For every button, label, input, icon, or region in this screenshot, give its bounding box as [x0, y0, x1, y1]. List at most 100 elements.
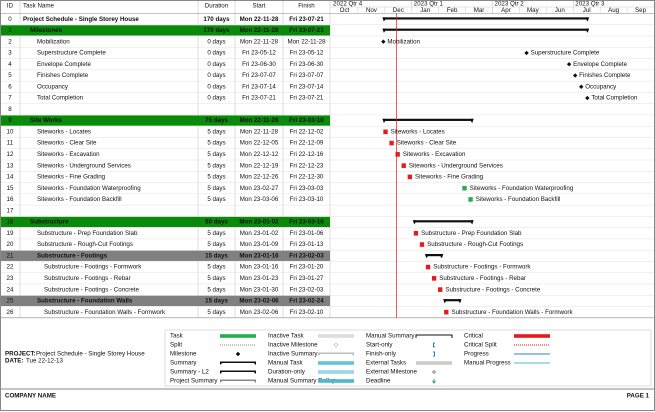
- legend-label: Deadline: [366, 378, 391, 385]
- summary-bar: [383, 28, 589, 31]
- bar-label: Substructure - Rough-Cut Footings: [427, 241, 523, 248]
- task-bar: [431, 276, 437, 281]
- cell-finish: Fri 23-03-03: [290, 185, 324, 192]
- cell-finish: Fri 22-12-16: [290, 151, 324, 158]
- quarter-label: 2023 Qtr 3: [575, 0, 605, 7]
- cell-finish: Fri 23-02-24: [289, 298, 324, 305]
- summary-cap: [412, 220, 416, 225]
- legend-symbol: [431, 369, 437, 375]
- cell-name: Mobilization: [37, 38, 70, 45]
- bar-label: Total Completion: [591, 95, 638, 102]
- summary-bar: [425, 254, 443, 257]
- summary-cap: [470, 220, 474, 225]
- cell-duration: 5 days: [207, 185, 225, 192]
- cell-duration: 0 days: [207, 95, 225, 102]
- legend-label: Manual Summary: [366, 333, 415, 340]
- cell-id: 22: [7, 264, 14, 271]
- summary-cap: [382, 17, 386, 22]
- legend-symbol: [318, 361, 354, 365]
- cell-duration: 5 days: [207, 286, 225, 293]
- cell-duration: 15 days: [205, 252, 228, 259]
- cell-start: Mon 22-11-28: [240, 128, 279, 135]
- cell-duration: 5 days: [207, 162, 225, 169]
- bar-label: Envelope Complete: [573, 61, 628, 68]
- cell-finish: Fri 23-02-03: [290, 286, 324, 293]
- column-header: Task Name: [23, 3, 55, 10]
- cell-id: 17: [7, 207, 14, 214]
- cell-id: 7: [8, 95, 12, 102]
- cell-finish: Fri 22-12-02: [290, 128, 324, 135]
- cell-name: Milestones: [30, 27, 63, 34]
- cell-start: Mon 23-01-16: [239, 252, 279, 259]
- column-header: ID: [7, 3, 14, 10]
- milestone: [579, 84, 584, 89]
- cell-id: 5: [8, 72, 12, 79]
- legend-symbol: [433, 342, 435, 348]
- cell-duration: 5 days: [207, 241, 225, 248]
- bar-label: Mobilization: [387, 38, 420, 45]
- cell-name: Substructure - Foundation Walls - Formwo…: [44, 309, 166, 316]
- cell-id: 25: [7, 298, 14, 305]
- summary-cap: [382, 118, 386, 123]
- cell-start: Fri 23-07-07: [242, 72, 276, 79]
- company-name: COMPANY NAME: [5, 393, 56, 400]
- legend-label: Split: [170, 342, 182, 349]
- cell-finish: Fri 23-02-10: [290, 309, 324, 316]
- cell-duration: 5 days: [207, 230, 225, 237]
- task-bar: [468, 197, 473, 202]
- cell-start: Mon 23-01-23: [240, 275, 279, 282]
- summary-cap: [443, 299, 447, 304]
- legend-box: [164, 329, 652, 387]
- cell-start: Fri 23-05-12: [242, 50, 276, 57]
- cell-name: Total Completion: [37, 95, 84, 102]
- milestone: [585, 95, 590, 101]
- header-bg: [1, 1, 654, 14]
- row-band: [1, 216, 330, 228]
- month-label: Jun: [555, 7, 566, 14]
- cell-start: Mon 23-03-06: [240, 196, 279, 203]
- bar-label: Siteworks - Clear Site: [397, 140, 457, 147]
- legend-label: Inactive Task: [268, 333, 305, 340]
- task-bar: [462, 185, 467, 191]
- task-bar: [407, 174, 412, 180]
- month-label: Jul: [583, 7, 591, 14]
- cell-id: 18: [7, 219, 14, 226]
- cell-name: Siteworks - Underground Services: [37, 162, 131, 169]
- legend-symbol: [415, 334, 453, 338]
- cell-start: Mon 22-11-28: [240, 38, 279, 45]
- row-band: [1, 115, 330, 126]
- column-header: Duration: [205, 3, 229, 10]
- quarter-label: 2023 Qtr 2: [495, 0, 525, 7]
- column-header: Finish: [298, 3, 315, 10]
- month-label: Sep: [635, 7, 647, 14]
- cell-duration: 15 days: [205, 298, 228, 305]
- cell-start: Fri 23-06-30: [242, 61, 276, 68]
- summary-bar: [383, 17, 589, 20]
- cell-id: 16: [7, 196, 14, 203]
- legend-label: Inactive Summary: [268, 351, 318, 358]
- cell-id: 10: [7, 128, 14, 135]
- cell-start: Fri 23-07-21: [242, 95, 276, 102]
- project-label: PROJECT:: [5, 351, 36, 358]
- cell-id: 21: [7, 252, 14, 259]
- legend-label: Task: [170, 333, 184, 340]
- month-label: Oct: [340, 7, 350, 14]
- bar-label: Occupancy: [585, 83, 617, 90]
- bar-label: Siteworks - Foundation Backfill: [476, 196, 561, 203]
- summary-cap: [424, 254, 428, 259]
- bar-label: Substructure - Foundation Walls - Formwo…: [451, 309, 573, 316]
- cell-finish: Fri 23-05-12: [290, 50, 324, 57]
- task-bar: [401, 163, 406, 168]
- project-date: Tue 22-12-13: [26, 358, 63, 365]
- summary-bar: [383, 118, 473, 121]
- legend-label: Project Summary: [170, 378, 218, 385]
- quarter-label: 2023 Qtr 1: [414, 0, 444, 7]
- summary-cap: [586, 28, 590, 33]
- cell-start: Mon 22-12-05: [240, 140, 279, 147]
- cell-start: Mon 22-11-28: [240, 16, 279, 23]
- gantt-chart: 2022 Qtr 4 2023 Qtr 1 2023 Qtr 2 2023 Qtr 3…: [1, 0, 654, 319]
- month-label: Dec: [393, 7, 404, 14]
- legend-label: Critical Split: [464, 342, 497, 349]
- cell-id: 13: [7, 162, 14, 169]
